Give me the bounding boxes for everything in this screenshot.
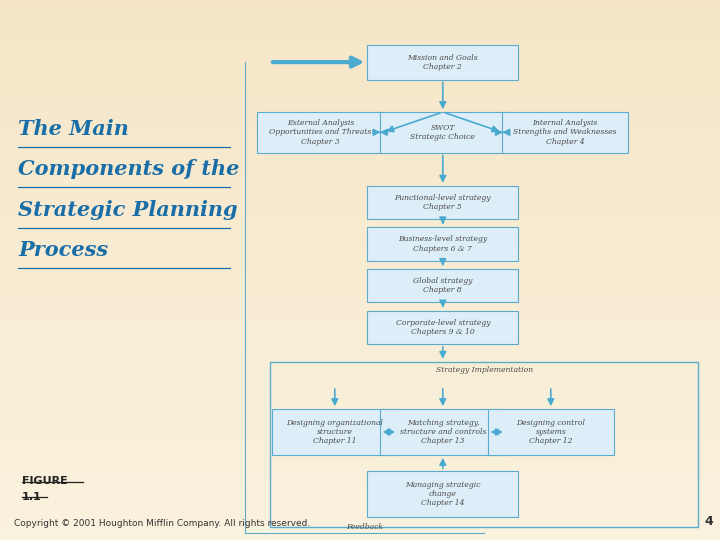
Text: Designing control
systems
Chapter 12: Designing control systems Chapter 12 — [516, 419, 585, 445]
Text: The Main: The Main — [18, 119, 129, 139]
Text: FIGURE: FIGURE — [22, 476, 68, 487]
Text: Feedback: Feedback — [346, 523, 383, 531]
Text: Process: Process — [18, 240, 108, 260]
FancyBboxPatch shape — [380, 112, 505, 152]
Text: Mission and Goals
Chapter 2: Mission and Goals Chapter 2 — [408, 53, 478, 71]
Text: 4: 4 — [704, 515, 713, 528]
FancyBboxPatch shape — [272, 409, 397, 455]
Text: Copyright © 2001 Houghton Mifflin Company. All rights reserved.: Copyright © 2001 Houghton Mifflin Compan… — [14, 519, 310, 528]
Text: SWOT
Strategic Choice: SWOT Strategic Choice — [410, 124, 475, 141]
FancyBboxPatch shape — [367, 269, 518, 302]
Text: Managing strategic
change
Chapter 14: Managing strategic change Chapter 14 — [405, 481, 480, 507]
Text: Internal Analysis
Strengths and Weaknesses
Chapter 4: Internal Analysis Strengths and Weakness… — [513, 119, 617, 145]
FancyBboxPatch shape — [488, 409, 614, 455]
Text: Matching strategy,
structure and controls
Chapter 13: Matching strategy, structure and control… — [400, 419, 486, 445]
FancyBboxPatch shape — [258, 112, 383, 152]
FancyBboxPatch shape — [367, 310, 518, 344]
Text: Functional-level strategy
Chapter 5: Functional-level strategy Chapter 5 — [395, 194, 491, 211]
FancyBboxPatch shape — [367, 45, 518, 79]
FancyBboxPatch shape — [503, 112, 628, 152]
FancyBboxPatch shape — [380, 409, 505, 455]
FancyBboxPatch shape — [367, 471, 518, 517]
Text: Designing organizational
structure
Chapter 11: Designing organizational structure Chapt… — [287, 419, 383, 445]
Text: Strategy Implementation: Strategy Implementation — [436, 366, 533, 374]
Text: Business-level strategy
Chapters 6 & 7: Business-level strategy Chapters 6 & 7 — [398, 235, 487, 253]
Text: 1.1: 1.1 — [22, 492, 41, 503]
Text: Corporate-level strategy
Chapters 9 & 10: Corporate-level strategy Chapters 9 & 10 — [395, 319, 490, 336]
FancyBboxPatch shape — [367, 227, 518, 261]
FancyBboxPatch shape — [367, 186, 518, 219]
Text: Components of the: Components of the — [18, 159, 239, 179]
Text: External Analysis
Opportunities and Threats
Chapter 3: External Analysis Opportunities and Thre… — [269, 119, 372, 145]
Text: Strategic Planning: Strategic Planning — [18, 200, 238, 220]
Text: Global strategy
Chapter 8: Global strategy Chapter 8 — [413, 277, 472, 294]
